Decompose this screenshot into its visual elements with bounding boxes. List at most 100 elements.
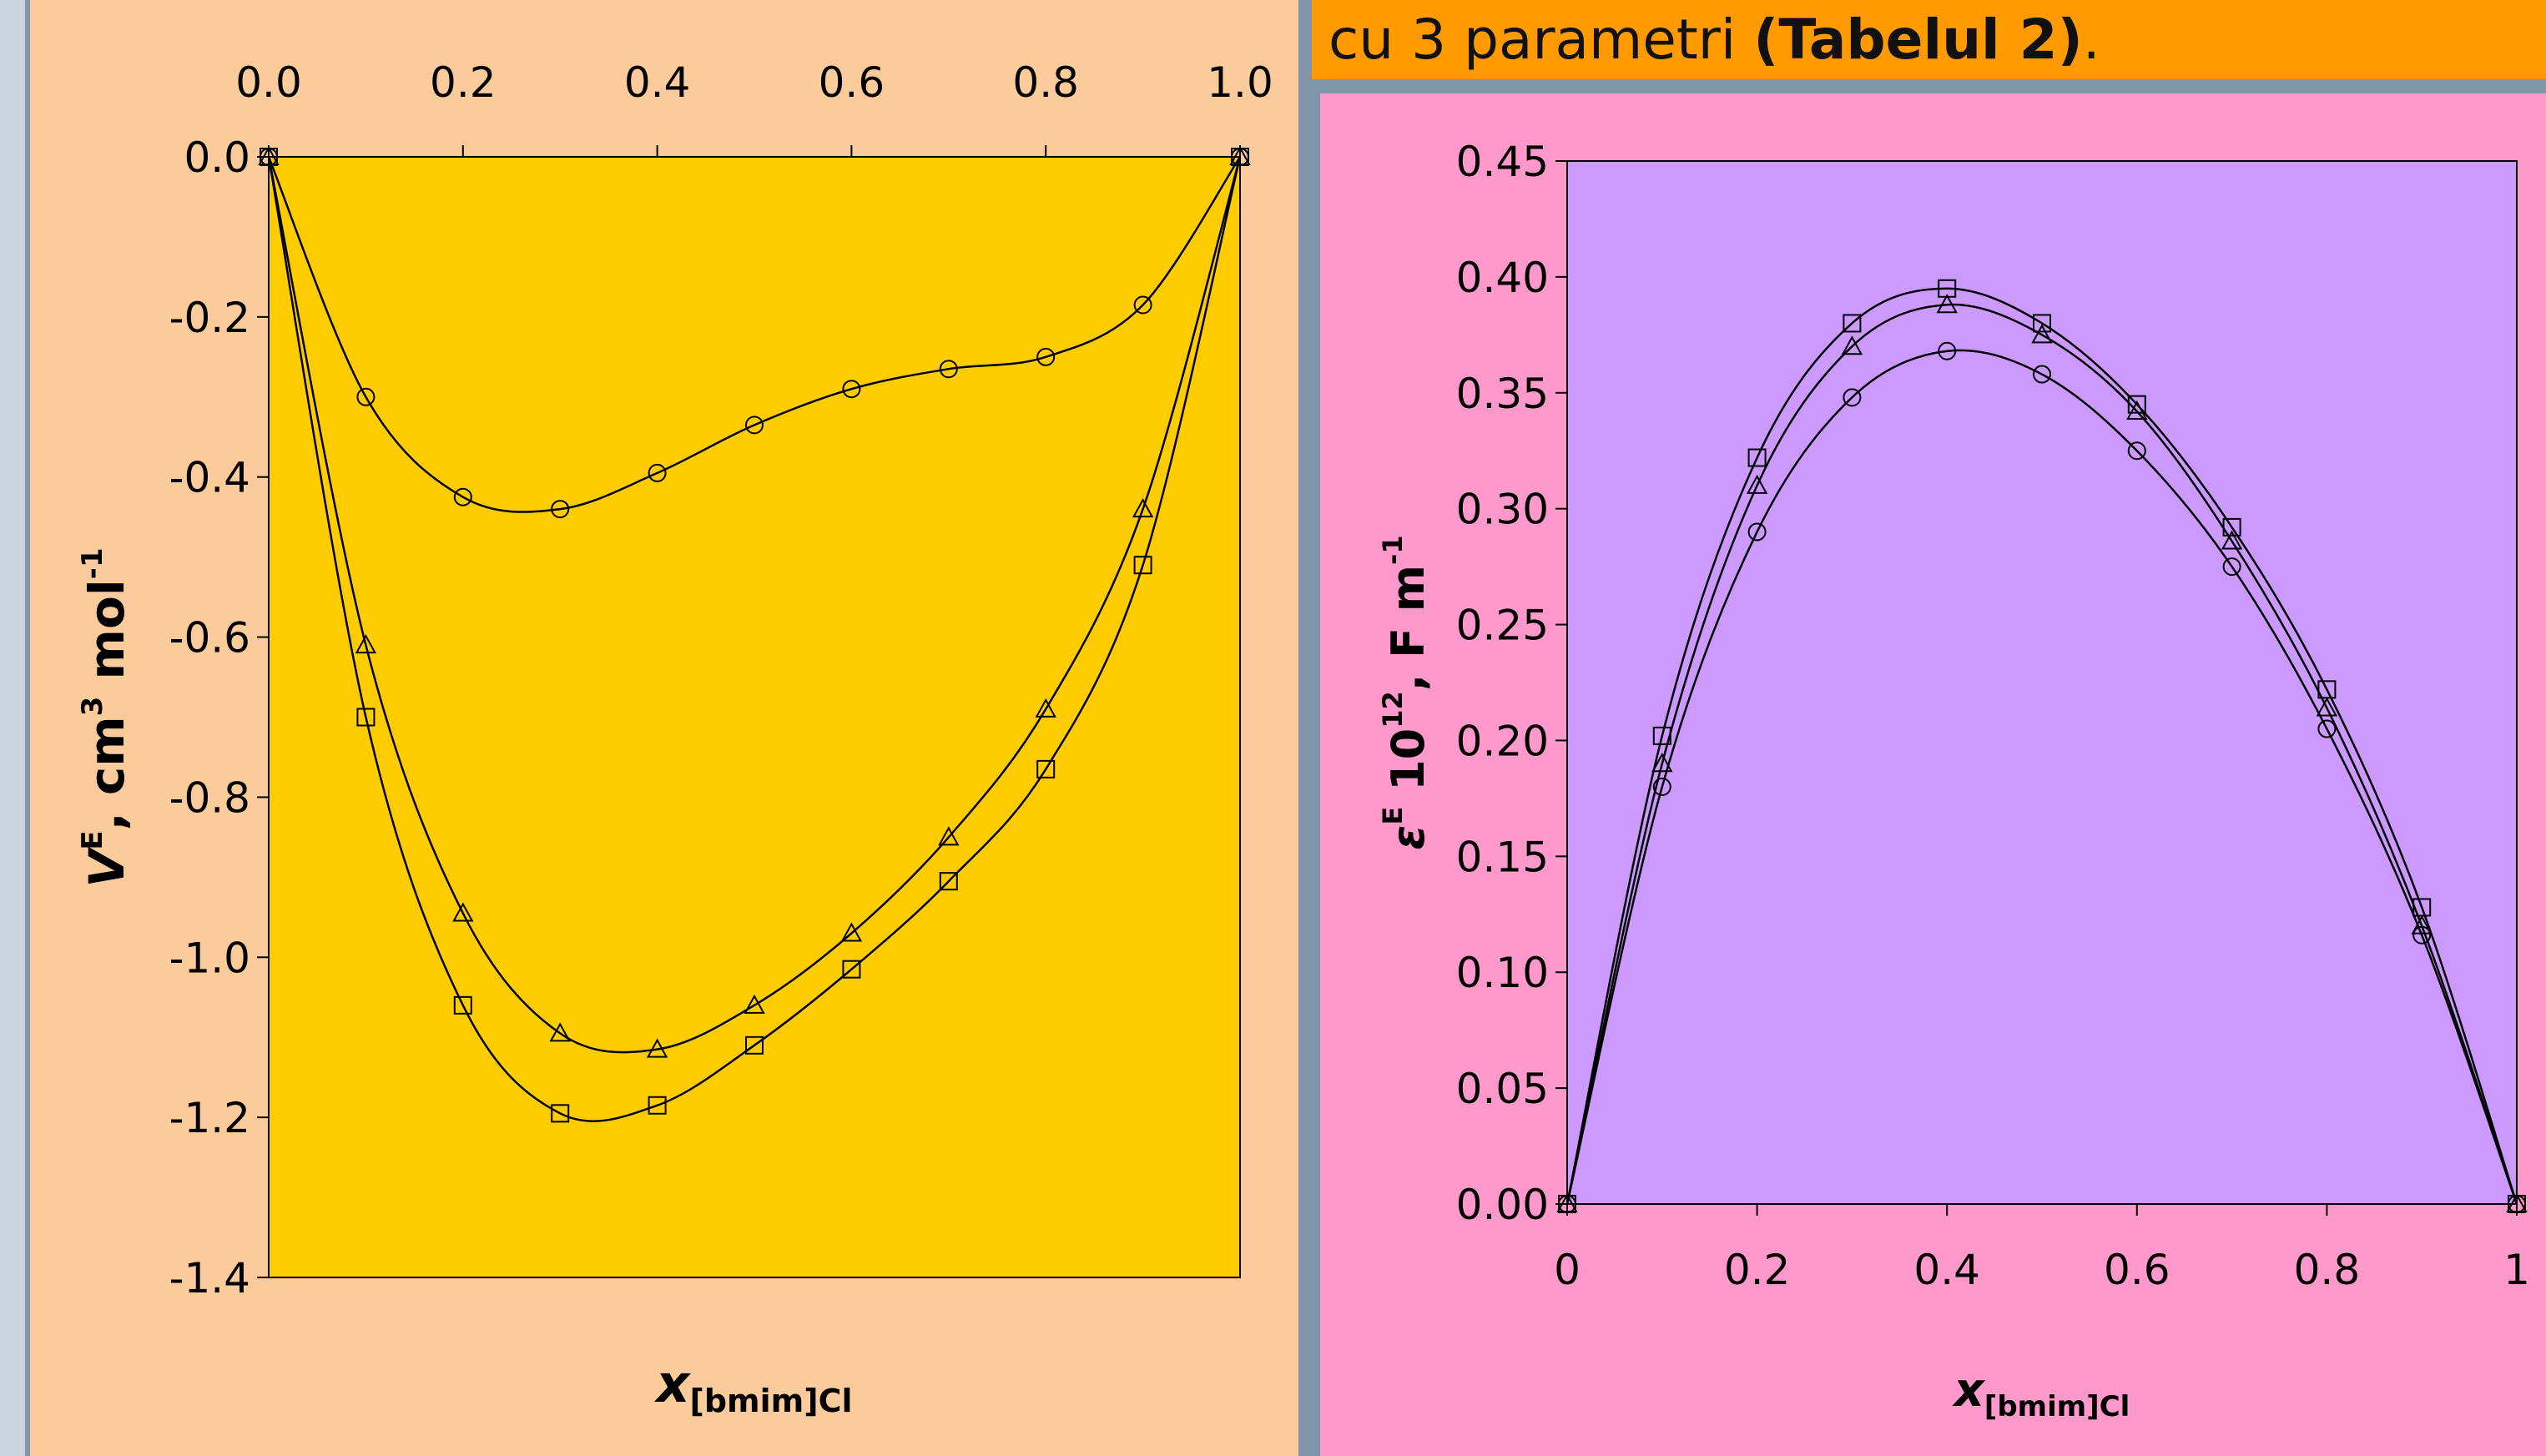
right-point-square	[1558, 1195, 1576, 1213]
right-point-triangle	[2031, 324, 2053, 344]
right-y-tick-label: 0.40	[1456, 254, 1549, 302]
right-x-tick-label: 0.2	[1724, 1246, 1791, 1294]
left-point-circle	[1133, 295, 1152, 315]
right-y-tick-label: 0.00	[1456, 1181, 1549, 1229]
left-y-tick-label: -0.6	[169, 614, 250, 663]
left-point-square	[260, 148, 278, 166]
left-x-tick-label: 0.0	[235, 58, 302, 107]
right-point-triangle	[2221, 530, 2243, 550]
left-point-circle	[842, 380, 861, 399]
left-point-square	[1231, 148, 1249, 166]
left-point-triangle	[646, 1038, 668, 1058]
left-y-tick-label: 0.0	[184, 134, 250, 182]
left-edge-strip	[0, 0, 25, 1456]
left-point-triangle	[744, 994, 765, 1014]
right-x-tick-label: 0.4	[1913, 1246, 1980, 1294]
right-point-circle	[2033, 365, 2051, 384]
left-point-triangle	[452, 902, 474, 922]
right-point-triangle	[1841, 335, 1863, 355]
left-point-triangle	[1035, 698, 1056, 718]
left-point-triangle	[355, 634, 377, 654]
right-point-square	[1843, 314, 1862, 333]
right-y-tick-label: 0.10	[1456, 949, 1549, 997]
right-point-triangle	[1651, 753, 1673, 773]
right-x-tick-label: 0	[1554, 1246, 1581, 1294]
right-point-circle	[1747, 522, 1767, 542]
left-x-tick-label: 1.0	[1207, 58, 1273, 107]
right-y-tick-label: 0.25	[1456, 602, 1549, 650]
left-point-circle	[551, 500, 570, 519]
left-x-tick-label: 0.4	[624, 58, 691, 107]
right-x-axis-label: x[bmim]Cl	[1952, 1363, 2130, 1423]
left-y-tick-label: -1.2	[169, 1094, 250, 1142]
left-y-tick-label: -1.4	[169, 1254, 250, 1302]
right-x-tick-label: 0.6	[2104, 1246, 2170, 1294]
left-point-circle	[1036, 347, 1056, 366]
left-x-tick-label: 0.2	[430, 58, 497, 107]
left-point-square	[842, 960, 861, 979]
left-y-axis-label: VE, cm3 mol-1	[76, 548, 135, 888]
right-y-axis-label: εE 1012, F m-1	[1377, 535, 1434, 849]
right-point-circle	[1843, 388, 1862, 407]
left-y-tick-label: -0.8	[169, 773, 250, 822]
left-plot-area	[268, 156, 1241, 1278]
right-y-tick-label: 0.30	[1456, 486, 1549, 534]
right-y-tick-label: 0.20	[1456, 717, 1549, 765]
left-point-circle	[745, 416, 764, 435]
right-point-circle	[2222, 557, 2241, 577]
left-point-triangle	[938, 826, 960, 846]
right-y-tick-label: 0.45	[1456, 138, 1549, 186]
left-point-circle	[356, 387, 376, 406]
left-point-square	[1036, 759, 1056, 778]
right-point-square	[2222, 517, 2241, 537]
left-x-tick-label: 0.8	[1012, 58, 1079, 107]
right-point-square	[2033, 314, 2051, 333]
right-point-square	[2127, 395, 2146, 414]
left-point-triangle	[549, 1022, 571, 1042]
right-plot-area	[1566, 160, 2518, 1205]
right-x-tick-label: 1	[2503, 1246, 2530, 1294]
right-x-tick-label: 0.8	[2294, 1246, 2361, 1294]
left-y-tick-label: -1.0	[169, 934, 250, 982]
right-point-triangle	[1936, 294, 1958, 314]
left-point-square	[1133, 556, 1152, 575]
left-point-square	[453, 995, 472, 1015]
right-point-circle	[2127, 441, 2146, 461]
left-point-triangle	[1132, 498, 1154, 518]
right-point-square	[2508, 1195, 2526, 1213]
right-series-circle-line	[1565, 349, 2518, 1205]
header-bar: cu 3 parametri (Tabelul 2).	[1312, 0, 2546, 79]
header-text-suffix: .	[2082, 8, 2100, 72]
right-point-square	[1652, 726, 1671, 745]
left-x-tick-label: 0.6	[819, 58, 885, 107]
left-point-circle	[648, 463, 667, 482]
left-series-circle-line	[267, 156, 1242, 513]
right-point-triangle	[2411, 914, 2433, 935]
left-point-square	[648, 1096, 667, 1115]
left-series-square-line	[267, 156, 1242, 1122]
left-point-square	[939, 872, 958, 891]
left-point-circle	[453, 487, 472, 506]
header-text-prefix: cu 3 parametri	[1328, 8, 1754, 72]
left-y-tick-label: -0.2	[169, 294, 250, 342]
right-point-circle	[1652, 778, 1671, 796]
header-text-bold: (Tabelul 2)	[1753, 8, 2083, 72]
right-point-circle	[1938, 341, 1957, 360]
right-point-square	[2317, 680, 2337, 699]
left-x-axis-label: x[bmim]Cl	[653, 1353, 852, 1419]
right-point-triangle	[2316, 697, 2338, 717]
right-series-square-line	[1565, 287, 2518, 1205]
right-point-square	[2412, 898, 2432, 917]
right-y-tick-label: 0.05	[1456, 1065, 1549, 1113]
right-point-square	[1938, 279, 1957, 298]
left-point-square	[551, 1104, 570, 1123]
left-point-square	[356, 708, 376, 727]
left-point-triangle	[840, 922, 863, 942]
left-point-circle	[939, 360, 958, 379]
right-y-tick-label: 0.15	[1456, 833, 1549, 881]
right-point-circle	[2317, 719, 2337, 738]
left-point-square	[745, 1035, 764, 1055]
header-text: cu 3 parametri (Tabelul 2).	[1328, 3, 2100, 77]
left-y-tick-label: -0.4	[169, 454, 250, 502]
